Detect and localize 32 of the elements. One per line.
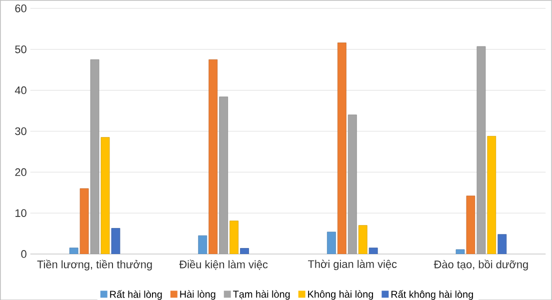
bar xyxy=(358,225,368,254)
y-tick-label: 20 xyxy=(15,168,26,176)
bar xyxy=(348,114,357,254)
bar xyxy=(240,248,249,254)
y-tick-label: 0 xyxy=(21,250,26,258)
bar xyxy=(198,235,208,254)
y-tick-label: 50 xyxy=(15,45,26,54)
y-tick-label: 40 xyxy=(14,86,26,94)
legend-label: Rất hài lòng xyxy=(110,290,162,300)
x-tick-label: Tiền lương, tiền thưởng xyxy=(37,260,152,270)
bar xyxy=(219,96,228,254)
bar xyxy=(69,248,78,254)
bar xyxy=(230,220,238,254)
legend-label: Tạm hài lòng xyxy=(233,290,290,300)
bar xyxy=(208,59,218,254)
x-tick-label: Điều kiện làm việc xyxy=(179,260,268,270)
y-tick-label: 10 xyxy=(16,209,26,217)
bar xyxy=(111,228,120,254)
y-tick-label: 60 xyxy=(15,4,26,12)
x-tick-label: Thời gian làm việc xyxy=(308,260,397,270)
y-tick-label: 30 xyxy=(15,127,26,135)
x-tick-label: Đào tạo, bồi dưỡng xyxy=(434,260,528,270)
bar xyxy=(90,59,100,254)
bar xyxy=(326,232,336,254)
bar xyxy=(456,249,465,254)
legend-label: Không hài lòng xyxy=(308,290,374,300)
bar xyxy=(368,248,378,254)
bar xyxy=(476,46,486,254)
legend-label: Hài lòng xyxy=(180,290,216,300)
bar xyxy=(498,234,507,254)
legend-label: Rất không hài lòng xyxy=(391,290,473,300)
bar xyxy=(337,42,346,254)
